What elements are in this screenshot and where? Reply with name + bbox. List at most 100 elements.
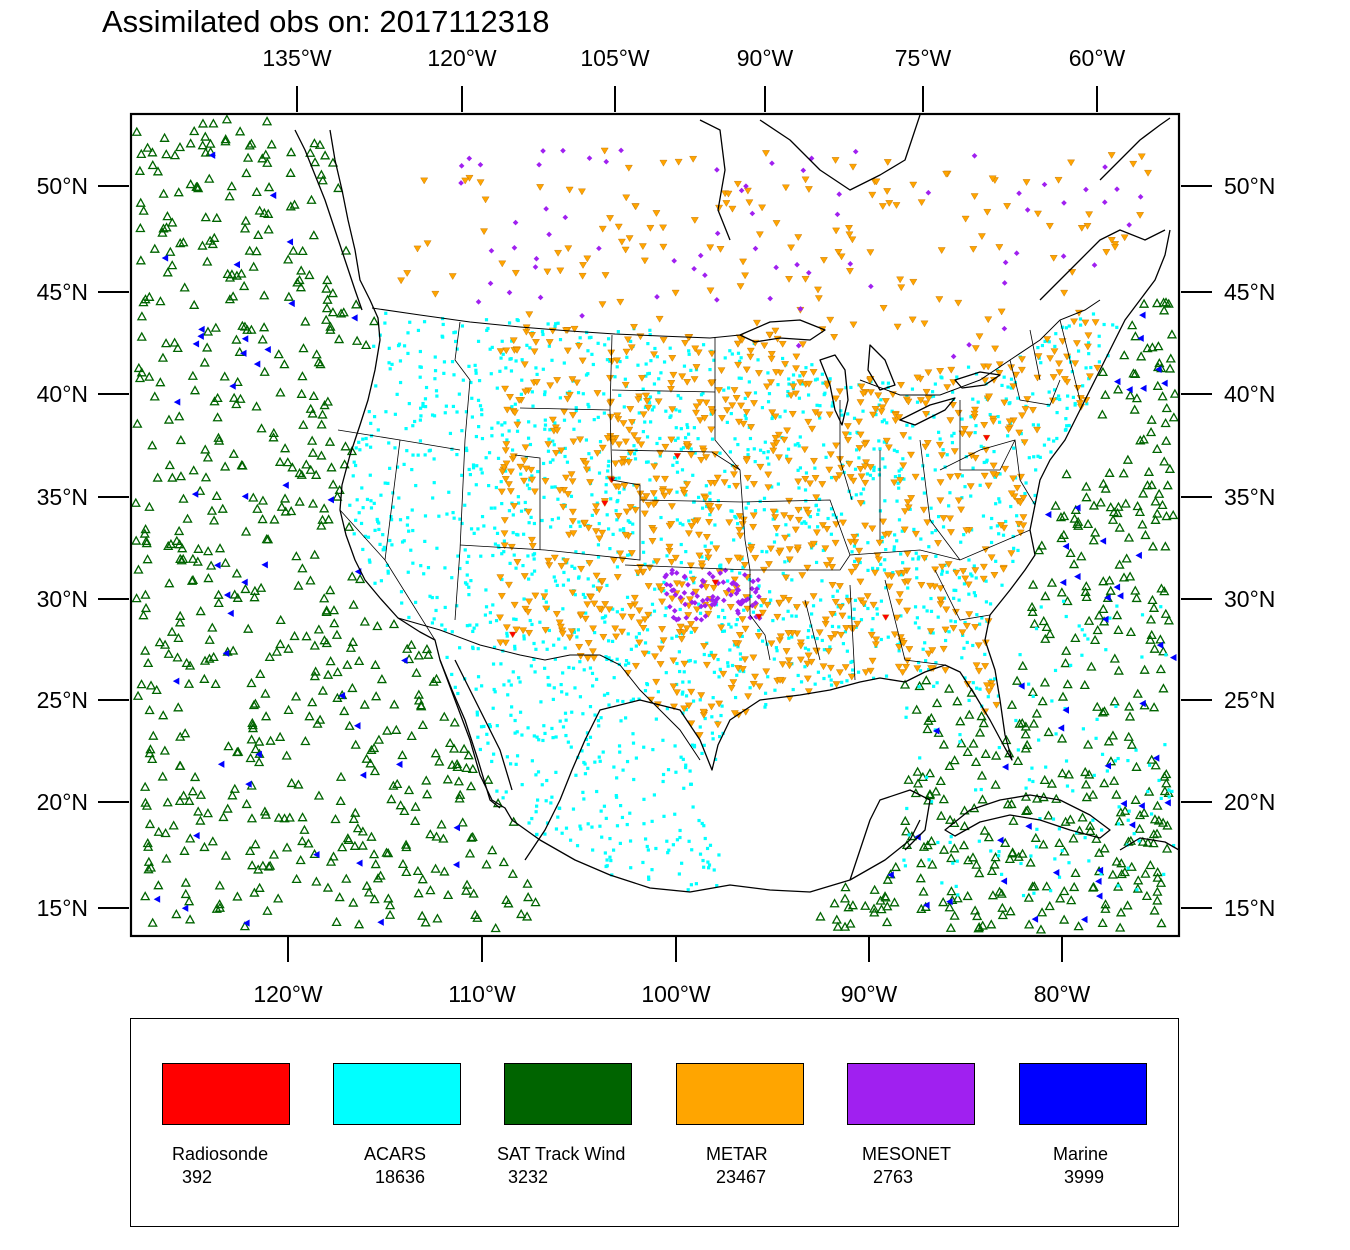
sat-track-wind-marker	[1149, 643, 1160, 653]
metar-marker	[502, 624, 511, 632]
sat-track-wind-marker	[266, 139, 277, 149]
metar-marker	[763, 601, 772, 609]
sat-track-wind-marker	[1127, 320, 1138, 330]
acars-marker	[938, 437, 942, 441]
acars-marker	[354, 518, 358, 522]
metar-marker	[798, 341, 807, 349]
acars-marker	[530, 474, 534, 478]
acars-marker	[471, 645, 475, 649]
metar-marker	[1091, 319, 1100, 327]
acars-marker	[500, 577, 504, 582]
marine-marker	[241, 492, 249, 501]
acars-marker	[934, 554, 938, 558]
metar-marker	[1009, 475, 1018, 483]
acars-marker	[526, 554, 530, 558]
sat-track-wind-marker	[1152, 872, 1163, 882]
sat-track-wind-marker	[235, 393, 246, 403]
acars-marker	[989, 526, 993, 530]
acars-marker	[453, 685, 457, 689]
sat-track-wind-marker	[174, 525, 185, 536]
metar-marker	[984, 482, 993, 490]
sat-track-wind-marker	[949, 843, 960, 853]
sat-track-wind-marker	[192, 556, 203, 566]
acars-marker	[976, 400, 980, 404]
metar-marker	[909, 181, 918, 189]
acars-marker	[899, 573, 904, 577]
sat-track-wind-marker	[467, 763, 478, 774]
acars-marker	[796, 468, 800, 472]
metar-marker	[928, 647, 937, 655]
sat-track-wind-marker	[1120, 498, 1131, 508]
acars-marker	[535, 832, 539, 837]
metar-marker	[818, 522, 827, 529]
metar-marker	[811, 409, 820, 417]
sat-track-wind-marker	[224, 294, 236, 304]
sat-track-wind-marker	[1025, 857, 1036, 867]
sat-track-wind-marker	[147, 147, 158, 157]
marine-marker	[282, 481, 289, 489]
metar-marker	[783, 427, 792, 435]
metar-marker	[592, 528, 600, 535]
metar-marker	[525, 311, 534, 319]
acars-marker	[577, 520, 581, 524]
sat-track-wind-marker	[1100, 483, 1111, 493]
right-lat-label: 40°N	[1224, 381, 1275, 407]
acars-marker	[551, 697, 555, 701]
metar-marker	[643, 398, 652, 405]
sat-track-wind-marker	[1084, 615, 1095, 625]
sat-track-wind-marker	[317, 175, 328, 185]
acars-marker	[574, 550, 578, 554]
sat-track-wind-marker	[1146, 479, 1157, 490]
sat-track-wind-marker	[413, 695, 425, 705]
acars-marker	[419, 414, 423, 418]
acars-marker	[528, 346, 532, 350]
acars-marker	[760, 639, 765, 643]
acars-marker	[728, 349, 732, 353]
marine-marker	[1081, 915, 1088, 924]
acars-marker	[405, 449, 409, 453]
sat-track-wind-marker	[152, 472, 163, 482]
acars-marker	[596, 719, 601, 723]
marine-marker	[181, 904, 189, 912]
metar-marker	[569, 530, 578, 538]
acars-marker	[689, 368, 693, 372]
metar-marker	[640, 650, 649, 658]
mesonet-marker	[710, 573, 716, 580]
acars-marker	[899, 614, 903, 618]
legend-item-sat-track-wind: SAT Track Wind 3232	[497, 1063, 634, 1187]
metar-marker	[511, 269, 520, 277]
sat-track-wind-marker	[963, 855, 974, 865]
acars-marker	[531, 404, 535, 408]
acars-marker	[450, 447, 454, 451]
sat-track-wind-marker	[1115, 807, 1126, 817]
acars-marker	[753, 391, 758, 395]
acars-marker	[822, 676, 826, 681]
sat-track-wind-marker	[321, 283, 332, 293]
acars-marker	[469, 579, 473, 583]
metar-marker	[502, 460, 511, 468]
mesonet-marker	[755, 577, 761, 583]
metar-marker	[665, 488, 674, 496]
metar-marker	[943, 384, 952, 392]
metar-marker	[785, 276, 793, 283]
right-lat-label: 15°N	[1224, 895, 1275, 921]
metar-marker	[810, 458, 818, 465]
acars-marker	[604, 483, 608, 487]
legend-item-marine: Marine 3999	[1019, 1063, 1149, 1187]
sat-track-wind-marker	[996, 888, 1007, 898]
metar-marker	[775, 454, 783, 462]
acars-marker	[688, 769, 692, 773]
sat-track-wind-marker	[143, 841, 154, 851]
acars-marker	[474, 483, 478, 487]
acars-marker	[840, 413, 844, 417]
metar-marker	[801, 176, 810, 184]
sat-track-wind-marker	[237, 460, 248, 470]
sat-track-wind-marker	[131, 593, 142, 603]
sat-track-wind-marker	[922, 723, 933, 734]
acars-marker	[661, 772, 666, 777]
sat-track-wind-marker	[287, 462, 298, 472]
acars-marker	[802, 520, 806, 524]
acars-marker	[704, 504, 709, 509]
sat-track-wind-marker	[1044, 900, 1055, 911]
acars-marker	[1051, 817, 1056, 821]
